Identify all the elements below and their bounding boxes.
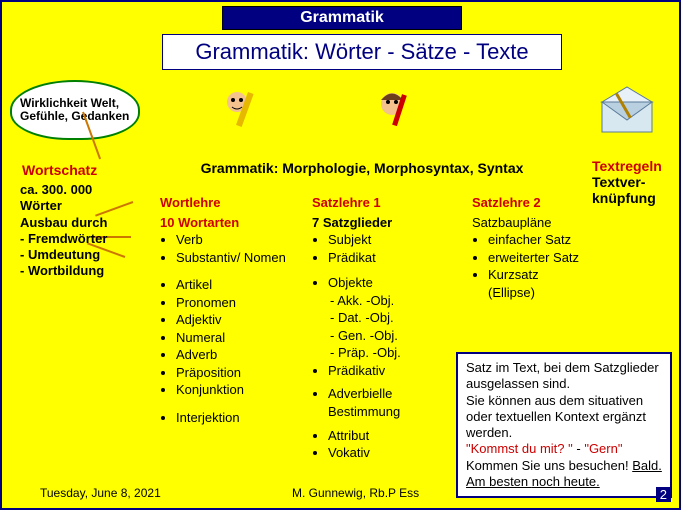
page-subtitle: Grammatik: Wörter - Sätze - Texte: [162, 34, 562, 70]
callout-line-1: Satz im Text, bei dem Satzglieder ausgel…: [466, 360, 662, 393]
satz1-list-5: AttributVokativ: [328, 427, 462, 462]
wortschatz-body: ca. 300. 000WörterAusbau durch- Fremdwör…: [20, 182, 140, 280]
wortschatz-heading: Wortschatz: [22, 162, 97, 178]
footer-page-number: 2: [656, 487, 671, 502]
satz2-head: Satzlehre 2: [472, 194, 587, 212]
list-item: Artikel: [176, 276, 290, 294]
satz1-obj-sub: - Akk. -Obj.- Dat. -Obj.- Gen. -Obj.- Pr…: [330, 292, 462, 362]
list-item: Präposition: [176, 364, 290, 382]
list-item: Prädikativ: [328, 362, 462, 380]
satz1-list-3: Prädikativ: [328, 362, 462, 380]
wortlehre-sub: 10 Wortarten: [160, 214, 290, 232]
satz2-sub: Satzbaupläne: [472, 214, 587, 232]
callout-quote-3: Am besten noch heute.: [466, 474, 662, 490]
grammar-band: Grammatik: Morphologie, Morphosyntax, Sy…: [157, 160, 567, 176]
callout-quote-2: Kommen Sie uns besuchen! Bald.: [466, 458, 662, 474]
footer-date: Tuesday, June 8, 2021: [40, 486, 161, 500]
list-item: Adverb: [176, 346, 290, 364]
list-item: Adjektiv: [176, 311, 290, 329]
wortlehre-list-3: Interjektion: [176, 409, 290, 427]
list-item: Konjunktion: [176, 381, 290, 399]
list-item: Vokativ: [328, 444, 462, 462]
list-item: Verb: [176, 231, 290, 249]
list-item: einfacher Satz: [488, 231, 587, 249]
wortlehre-head: Wortlehre: [160, 194, 290, 212]
callout-box: Satz im Text, bei dem Satzglieder ausgel…: [456, 352, 672, 498]
list-item: Kurzsatz (Ellipse): [488, 266, 587, 301]
col-satzlehre-1: Satzlehre 1 7 Satzglieder SubjektPrädika…: [312, 194, 462, 462]
col-satzlehre-2: Satzlehre 2 Satzbaupläne einfacher Satze…: [472, 194, 587, 301]
list-item: Pronomen: [176, 294, 290, 312]
callout-q3a: Am besten: [466, 474, 532, 489]
list-item: Subjekt: [328, 231, 462, 249]
writing-girl-icon: [362, 82, 422, 142]
page-title: Grammatik: [222, 6, 462, 30]
col-wortlehre: Wortlehre 10 Wortarten VerbSubstantiv/ N…: [160, 194, 290, 427]
writing-child-icon: [212, 82, 272, 142]
textregeln-head: Textregeln: [592, 158, 677, 174]
satz1-head: Satzlehre 1: [312, 194, 462, 212]
satz1-list-2: Objekte: [328, 274, 462, 292]
wortlehre-list-1: VerbSubstantiv/ Nomen: [176, 231, 290, 266]
list-item: Objekte: [328, 274, 462, 292]
callout-q3u: noch heute.: [532, 474, 600, 489]
list-item: Interjektion: [176, 409, 290, 427]
callout-quote-1: "Kommst du mit? " - "Gern": [466, 441, 662, 457]
callout-q1c: "Gern": [584, 441, 622, 456]
list-item: Prädikat: [328, 249, 462, 267]
list-item: Substantiv/ Nomen: [176, 249, 290, 267]
col-textregeln: Textregeln Textver-knüpfung: [592, 158, 677, 206]
list-item: Numeral: [176, 329, 290, 347]
list-item: Adverbielle Bestimmung: [328, 385, 462, 420]
callout-q2u: Bald.: [632, 458, 662, 473]
satz1-sub: 7 Satzglieder: [312, 214, 462, 232]
bubble-text: Wirklichkeit Welt, Gefühle, Gedanken: [20, 97, 130, 123]
envelope-icon: [592, 82, 662, 142]
callout-q2: Kommen Sie uns besuchen!: [466, 458, 632, 473]
list-item: Attribut: [328, 427, 462, 445]
callout-q1a: "Kommst du mit? ": [466, 441, 573, 456]
thought-bubble: Wirklichkeit Welt, Gefühle, Gedanken: [10, 80, 140, 140]
footer-author: M. Gunnewig, Rb.P Ess: [292, 486, 419, 500]
callout-q1b: -: [573, 441, 585, 456]
satz1-list-4: Adverbielle Bestimmung: [328, 385, 462, 420]
textregeln-body: Textver-knüpfung: [592, 174, 677, 206]
satz1-list-1: SubjektPrädikat: [328, 231, 462, 266]
list-item: erweiterter Satz: [488, 249, 587, 267]
callout-line-2: Sie können aus dem situativen oder textu…: [466, 393, 662, 442]
wortlehre-list-2: ArtikelPronomenAdjektivNumeralAdverbPräp…: [176, 276, 290, 399]
satz2-list: einfacher Satzerweiterter SatzKurzsatz (…: [488, 231, 587, 301]
